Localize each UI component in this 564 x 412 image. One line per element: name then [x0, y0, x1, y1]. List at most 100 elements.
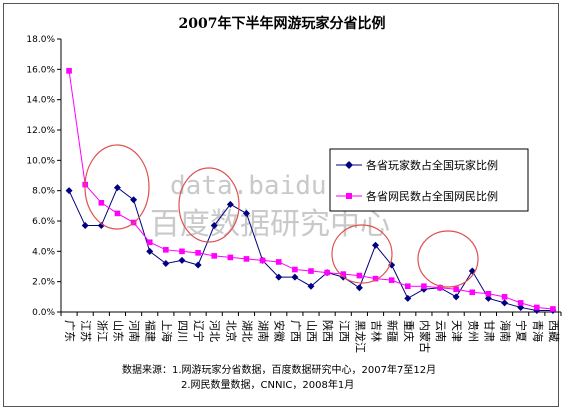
x-category-label: 北京 [224, 320, 238, 342]
data-point [421, 283, 427, 290]
x-category-label: 黑龙江 [353, 320, 366, 353]
legend-box [329, 148, 529, 212]
data-point [210, 222, 218, 230]
x-category-label: 吉林 [370, 320, 384, 342]
footnote-line-2: 2.网民数量数据，CNNIC，2008年1月 [181, 378, 354, 391]
data-point [243, 256, 250, 262]
data-point [275, 259, 282, 265]
x-category-label: 山东 [111, 320, 124, 342]
data-point [388, 277, 395, 283]
data-point [66, 68, 72, 74]
x-category-label: 辽宁 [192, 320, 206, 342]
data-point [291, 273, 299, 281]
data-point [485, 291, 492, 297]
x-category-label: 浙江 [95, 320, 108, 342]
x-category-label: 重庆 [402, 320, 416, 342]
x-category-label: 江苏 [79, 320, 92, 342]
data-point [227, 254, 234, 261]
data-point [452, 293, 460, 301]
data-point [113, 184, 121, 192]
legend: 各省玩家数占全国玩家比例 各省网民数占全国网民比例 [329, 148, 529, 212]
x-category-label: 江西 [337, 320, 350, 342]
x-category-label: 内蒙古 [418, 320, 432, 353]
data-point [163, 247, 169, 253]
x-category-label: 河北 [208, 320, 221, 342]
highlight-circles [84, 144, 479, 288]
data-point [355, 284, 363, 292]
data-point [404, 294, 412, 302]
data-point [98, 200, 105, 206]
data-point [259, 257, 266, 264]
highlight-circle-jilin [331, 224, 393, 284]
x-category-label: 广西 [289, 320, 302, 342]
highlight-circle-shandong-henan [84, 144, 150, 230]
data-point [162, 259, 170, 267]
data-point [308, 268, 314, 274]
data-point [372, 241, 380, 249]
data-point [242, 209, 250, 217]
data-point [404, 283, 411, 290]
data-point [81, 222, 89, 230]
axes [57, 38, 562, 316]
data-point [178, 256, 186, 264]
y-tick-label: 4.0% [32, 247, 55, 257]
x-category-label: 西藏 [547, 320, 560, 342]
data-point [517, 300, 524, 306]
x-category-label: 新疆 [386, 320, 400, 342]
y-tick-label: 2.0% [32, 278, 55, 288]
data-point [114, 210, 121, 217]
y-tick-label: 16.0% [26, 65, 55, 75]
x-category-label: 安徽 [273, 320, 287, 342]
data-point [226, 200, 234, 208]
data-point [179, 248, 185, 255]
data-point [501, 299, 509, 307]
data-point [307, 282, 315, 290]
x-category-label: 云南 [434, 320, 447, 342]
data-point [211, 253, 218, 259]
legend-marker-netizens [346, 193, 352, 199]
data-point [501, 294, 508, 300]
watermark-org: 百度数据研究中心 [150, 207, 390, 242]
data-point [324, 269, 330, 276]
y-tick-label: 18.0% [26, 35, 55, 45]
x-category-label: 山西 [305, 320, 318, 342]
legend-label-players: 各省玩家数占全国玩家比例 [366, 158, 498, 172]
data-point [340, 271, 347, 277]
x-category-label: 四川 [176, 320, 189, 342]
y-tick-label: 12.0% [26, 126, 55, 136]
data-point [130, 196, 138, 204]
y-tick-labels: 0.0% 2.0% 4.0% 6.0% 8.0% 10.0% 12.0% 14.0% 16.0%… [26, 35, 55, 318]
legend-label-netizens: 各省网民数占全国网民比例 [366, 189, 498, 203]
x-category-label: 湖南 [257, 320, 270, 342]
x-category-label: 湖北 [240, 320, 253, 342]
data-point [146, 247, 154, 255]
data-point [356, 272, 363, 279]
y-tick-label: 8.0% [32, 187, 55, 197]
data-point [195, 250, 201, 256]
data-point [146, 239, 153, 246]
footnote-line-1: 数据来源：1.网游玩家分省数据，百度数据研究中心，2007年7至12月 [122, 363, 436, 376]
data-point [534, 304, 540, 311]
x-category-label: 天津 [450, 320, 463, 342]
data-point [194, 261, 202, 269]
data-point [372, 275, 379, 282]
data-point [65, 187, 73, 195]
data-point [97, 222, 105, 230]
legend-marker-players [345, 161, 353, 169]
x-category-label: 河南 [128, 320, 141, 342]
data-point [550, 306, 556, 312]
y-tick-label: 10.0% [26, 156, 55, 166]
highlight-circle-tianjin [417, 230, 479, 288]
x-category-label: 陕西 [321, 320, 335, 342]
data-point [292, 266, 298, 273]
x-category-label: 广东 [63, 320, 76, 342]
x-category-label: 福建 [144, 320, 158, 342]
data-point [469, 289, 476, 296]
data-point [453, 286, 459, 293]
x-category-label: 甘肃 [482, 320, 495, 342]
x-category-label: 宁夏 [515, 320, 529, 342]
y-tick-label: 0.0% [32, 308, 55, 318]
highlight-circle-hebei-beijing [178, 167, 240, 243]
x-category-label: 上海 [160, 320, 174, 342]
